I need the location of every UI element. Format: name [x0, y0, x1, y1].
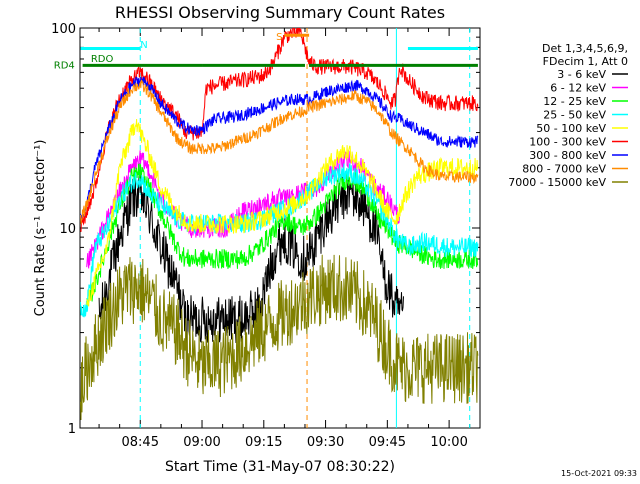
y-axis-label: Count Rate (s⁻¹ detector⁻¹)	[33, 140, 48, 317]
x-tick-label: 09:45	[369, 435, 406, 450]
series-line-2	[86, 162, 479, 303]
legend-header-line: FDecim 1, Att 0	[543, 55, 628, 68]
legend-entry-label: 100 - 300 keV	[529, 136, 606, 149]
x-tick-label: 09:00	[183, 435, 220, 450]
series-line-8	[80, 254, 479, 421]
legend-entry-label: 25 - 50 keV	[543, 109, 606, 122]
series-line-0	[98, 169, 404, 344]
state-label: N	[140, 40, 147, 51]
legend-entry-label: 300 - 800 keV	[529, 149, 606, 162]
x-axis-label: Start Time (31-May-07 08:30:22)	[165, 459, 395, 475]
legend-entry-label: 12 - 25 keV	[543, 95, 606, 108]
state-label: RD4	[54, 60, 75, 71]
series-line-5	[80, 28, 479, 233]
chart-title: RHESSI Observing Summary Count Rates	[115, 3, 445, 22]
legend-entry-label: 50 - 100 keV	[536, 122, 606, 135]
chart-legend: Det 1,3,4,5,6,9,FDecim 1, Att 03 - 6 keV…	[508, 42, 628, 189]
x-tick-label: 09:30	[307, 435, 344, 450]
y-tick-label: 10	[59, 222, 76, 237]
legend-header-line: Det 1,3,4,5,6,9,	[542, 42, 628, 55]
series-line-4	[86, 118, 479, 307]
y-tick-label: 1	[68, 422, 76, 437]
legend-entry-label: 800 - 7000 keV	[522, 163, 606, 176]
series-line-3	[80, 163, 479, 318]
series-line-7	[80, 79, 479, 225]
generation-timestamp: 15-Oct-2021 09:33	[561, 469, 637, 478]
legend-entry-label: 6 - 12 keV	[550, 82, 606, 95]
data-layer	[80, 28, 479, 428]
x-tick-label: 09:15	[245, 435, 282, 450]
state-label: RDO	[91, 54, 114, 65]
plot-area: 1 10 100 08:45 09:00 09:15 09:30 09:45 10:00 RD4 R…	[51, 22, 481, 450]
y-tick-label: 100	[51, 22, 76, 37]
legend-entry-label: 3 - 6 keV	[557, 68, 606, 81]
state-label: S	[276, 32, 282, 43]
series-line-6	[80, 76, 479, 223]
x-tick-label: 10:00	[430, 435, 467, 450]
x-tick-label: 08:45	[122, 435, 159, 450]
legend-entry-label: 7000 - 15000 keV	[508, 176, 606, 189]
